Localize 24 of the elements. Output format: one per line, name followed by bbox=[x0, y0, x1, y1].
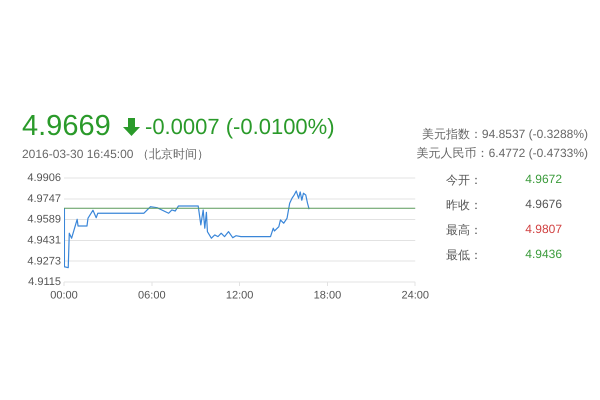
y-tick-label: 4.9431 bbox=[27, 234, 61, 246]
x-tick-label: 18:00 bbox=[314, 290, 342, 302]
chart-subtitle: -0.0007 (-0.0100%) bbox=[145, 114, 335, 140]
x-tick-label: 24:00 bbox=[401, 290, 429, 302]
text: 4.9807 bbox=[525, 222, 562, 236]
y-tick-label: 4.9273 bbox=[27, 255, 61, 268]
text: 最高： bbox=[446, 222, 482, 239]
y-tick-label: 4.9747 bbox=[27, 192, 61, 205]
x-tick-label: 06:00 bbox=[138, 290, 166, 302]
text: 今开： bbox=[446, 172, 482, 189]
text: 昨收： bbox=[446, 197, 482, 214]
text: 4.9436 bbox=[525, 247, 562, 261]
text: 美元指数：94.8537 (-0.3288%) bbox=[422, 126, 588, 143]
y-tick-label: 4.9115 bbox=[28, 276, 61, 288]
text: 4.9672 bbox=[525, 172, 562, 186]
chart-title: 4.9669 bbox=[22, 110, 111, 143]
y-tick-label: 4.9906 bbox=[27, 172, 61, 184]
y-tick-label: 4.9589 bbox=[27, 214, 61, 226]
text: 美元人民币：6.4772 (-0.4733%) bbox=[416, 145, 588, 162]
x-tick-label: 00:00 bbox=[50, 290, 78, 302]
text: 最低： bbox=[446, 247, 482, 264]
text: 4.9676 bbox=[525, 197, 562, 211]
text: 2016-03-30 16:45:00 （北京时间） bbox=[22, 146, 209, 163]
x-tick-label: 12:00 bbox=[226, 290, 254, 302]
